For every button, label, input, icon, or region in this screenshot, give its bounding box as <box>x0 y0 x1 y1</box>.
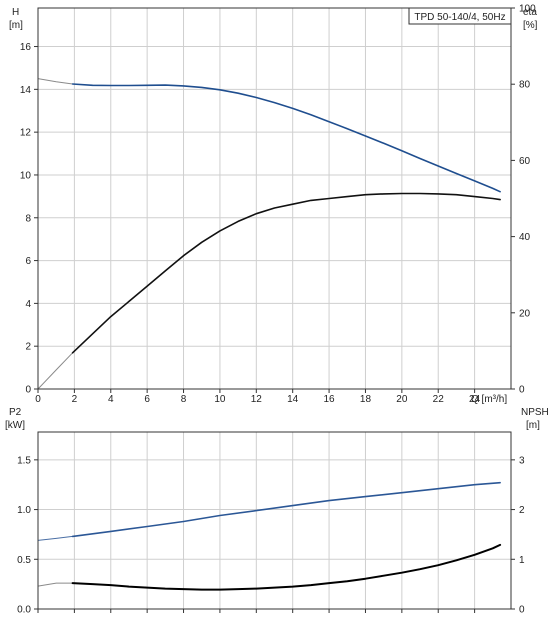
x-tick-label: 2 <box>72 394 78 405</box>
chart-title: TPD 50-140/4, 50Hz <box>414 12 505 23</box>
right-tick-label: 3 <box>519 455 525 466</box>
left-tick-label: 2 <box>25 342 31 353</box>
right-tick-label: 20 <box>519 308 531 319</box>
power-panel-grid <box>38 432 511 609</box>
series-line <box>71 83 501 193</box>
head-panel-ticks: 0 2 4 6 8 10 12 14 16 18 20 22 240246810121416020406… <box>20 4 536 406</box>
x-tick-label: 0 <box>35 394 41 405</box>
left-tick-label: 8 <box>25 213 31 224</box>
right-tick-label: 80 <box>519 80 531 91</box>
power-panel-series <box>37 481 502 591</box>
head-panel-series <box>37 78 501 390</box>
series-line <box>71 481 501 538</box>
right-tick-label: 1 <box>519 555 525 566</box>
series-extension-line <box>37 352 73 390</box>
head-panel-frame <box>37 7 512 390</box>
x-tick-label: 18 <box>360 394 372 405</box>
head-efficiency-panel: 0 2 4 6 8 10 12 14 16 18 20 22 240246810121416020406… <box>9 4 538 406</box>
left-tick-label: 1.0 <box>17 505 31 516</box>
left-tick-label: 0.5 <box>17 555 31 566</box>
right-tick-label: 40 <box>519 232 531 243</box>
head-axis-label-unit: [m] <box>9 20 23 31</box>
npsh-axis-label-unit: [m] <box>526 420 540 431</box>
left-tick-label: 0 <box>25 385 31 396</box>
right-tick-label: 100 <box>519 4 536 15</box>
left-tick-label: 10 <box>20 170 32 181</box>
chart-title-box <box>408 7 512 25</box>
x-tick-label: 20 <box>396 394 408 405</box>
series-extension-line <box>37 78 73 85</box>
x-tick-label: 22 <box>433 394 445 405</box>
power-axis-label-unit: [kW] <box>5 420 25 431</box>
power-panel-ticks: 0.0 0.5 1.0 1.5 0 1 2 3 <box>17 455 525 615</box>
series-line <box>71 192 501 354</box>
series-line <box>71 543 502 591</box>
head-axis-label-name: H <box>12 7 19 18</box>
x-tick-label: 24 <box>469 394 481 405</box>
x-tick-label: 12 <box>251 394 263 405</box>
x-tick-label: 6 <box>144 394 150 405</box>
right-tick-label: 0 <box>519 605 525 616</box>
left-tick-label: 6 <box>25 256 31 267</box>
left-tick-label: 14 <box>20 85 32 96</box>
left-tick-label: 4 <box>25 299 31 310</box>
series-extension-line <box>37 582 73 587</box>
x-tick-label: 8 <box>181 394 187 405</box>
x-tick-label: 16 <box>324 394 336 405</box>
right-tick-label: 60 <box>519 156 531 167</box>
power-panel-frame <box>37 431 512 610</box>
head-panel-grid <box>38 8 511 389</box>
left-tick-label: 1.5 <box>17 455 31 466</box>
x-tick-label: 14 <box>287 394 299 405</box>
eta-axis-label-unit: [%] <box>523 20 538 31</box>
flow-axis-label: Q [m³/h] <box>471 394 507 405</box>
power-axis-label-name: P2 <box>9 407 22 418</box>
npsh-axis-label-name: NPSH <box>521 407 549 418</box>
eta-axis-label-name: eta <box>523 7 537 18</box>
x-tick-label: 4 <box>108 394 114 405</box>
x-tick-label: 10 <box>214 394 226 405</box>
right-tick-label: 0 <box>519 385 525 396</box>
left-tick-label: 0.0 <box>17 605 31 616</box>
series-extension-line <box>37 535 73 541</box>
left-tick-label: 12 <box>20 128 32 139</box>
right-tick-label: 2 <box>519 505 525 516</box>
left-tick-label: 16 <box>20 42 32 53</box>
power-npsh-panel: 0.0 0.5 1.0 1.5 0 1 2 3 P2 [kW] NPSH [m] <box>5 407 549 616</box>
